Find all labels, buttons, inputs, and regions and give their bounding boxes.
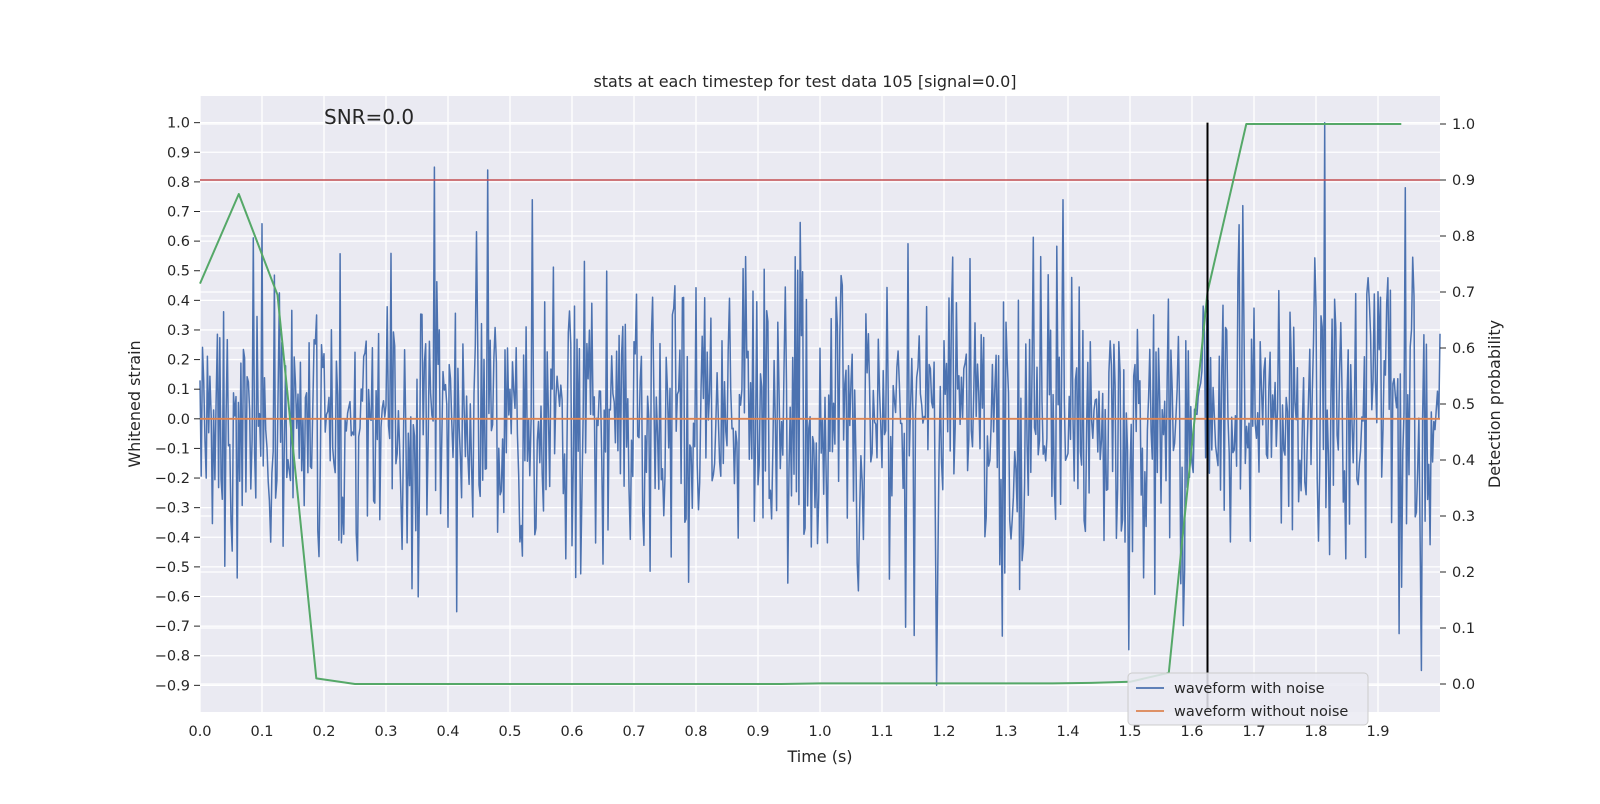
y-right-tick-label: 0.7	[1452, 285, 1475, 301]
x-tick-label: 1.6	[1180, 724, 1203, 740]
y-left-tick-label: −0.8	[155, 649, 190, 665]
y-left-tick-label: 0.6	[167, 234, 190, 250]
y-left-tick-label: −0.6	[155, 590, 190, 606]
y-right-tick-label: 0.1	[1452, 621, 1475, 637]
series-detection-probability	[199, 123, 1402, 685]
x-tick-label: 1.8	[1304, 724, 1327, 740]
y-right-tick-label: 0.3	[1452, 509, 1475, 525]
y-right-tick-label: 1.0	[1452, 117, 1475, 133]
y-left-tick-label: −0.5	[155, 560, 190, 576]
y-left-tick-label: −0.4	[155, 530, 190, 546]
y-left-tick-label: 0.2	[167, 353, 190, 369]
legend-label: waveform with noise	[1174, 681, 1325, 697]
y-right-tick-label: 0.5	[1452, 397, 1475, 413]
y-right-tick-label: 0.4	[1452, 453, 1475, 469]
x-tick-label: 0.7	[622, 724, 645, 740]
y-left-tick-label: −0.7	[155, 619, 190, 635]
y-axis-right-label: Detection probability	[1485, 320, 1504, 488]
x-axis-label: Time (s)	[786, 747, 852, 766]
y-right-tick-label: 0.8	[1452, 229, 1475, 245]
x-tick-label: 1.2	[932, 724, 955, 740]
series-layer	[199, 121, 1441, 712]
legend: waveform with noise waveform without nois…	[1127, 672, 1369, 726]
x-axis-ticks: 0.0 0.1 0.2 0.3 0.4 0.5 0.6 0.7 0.8 0.9 1.0 1.1 1.2 1…	[188, 724, 1389, 740]
y-right-tick-label: 0.6	[1452, 341, 1475, 357]
y-left-tick-label: −0.3	[155, 501, 190, 517]
x-tick-label: 1.7	[1242, 724, 1265, 740]
y-left-tick-label: 0.7	[167, 205, 190, 221]
y-left-axis-ticks: 1.0 0.9 0.8 0.7 0.6 0.5 0.4 0.3 0.2 0.1 0.0 −0.1 −0.…	[155, 116, 200, 694]
legend-label: waveform without noise	[1174, 704, 1348, 720]
snr-annotation: SNR=0.0	[324, 105, 414, 129]
y-left-tick-label: 0.1	[167, 382, 190, 398]
series-waveform-with-noise	[199, 121, 1441, 687]
y-right-axis-ticks: 1.0 0.9 0.8 0.7 0.6 0.5 0.4 0.3 0.2 0.1 0.0	[1440, 117, 1475, 693]
y-axis-left-label: Whitened strain	[125, 340, 144, 467]
chart-title: stats at each timestep for test data 105…	[593, 72, 1016, 91]
y-right-tick-label: 0.2	[1452, 565, 1475, 581]
y-left-tick-label: 1.0	[167, 116, 190, 132]
x-tick-label: 0.5	[498, 724, 521, 740]
x-tick-label: 0.9	[746, 724, 769, 740]
x-tick-label: 1.9	[1366, 724, 1389, 740]
x-tick-label: 1.4	[1056, 724, 1079, 740]
y-left-tick-label: 0.5	[167, 264, 190, 280]
y-left-tick-label: −0.2	[155, 471, 190, 487]
y-left-tick-label: −0.9	[155, 678, 190, 694]
x-tick-label: 0.6	[560, 724, 583, 740]
x-tick-label: 0.4	[436, 724, 459, 740]
x-tick-label: 0.1	[250, 724, 273, 740]
x-tick-label: 1.0	[808, 724, 831, 740]
x-tick-label: 0.3	[374, 724, 397, 740]
y-right-tick-label: 0.9	[1452, 173, 1475, 189]
y-left-tick-label: 0.9	[167, 145, 190, 161]
y-right-tick-label: 0.0	[1452, 677, 1475, 693]
y-left-tick-label: 0.3	[167, 323, 190, 339]
x-tick-label: 1.1	[870, 724, 893, 740]
x-tick-label: 1.3	[994, 724, 1017, 740]
legend-box	[1127, 672, 1369, 726]
y-left-tick-label: 0.4	[167, 293, 190, 309]
y-left-tick-label: −0.1	[155, 441, 190, 457]
x-tick-label: 0.2	[312, 724, 335, 740]
y-left-tick-label: 0.8	[167, 175, 190, 191]
x-tick-label: 1.5	[1118, 724, 1141, 740]
x-tick-label: 0.8	[684, 724, 707, 740]
y-left-tick-label: 0.0	[167, 412, 190, 428]
x-tick-label: 0.0	[188, 724, 211, 740]
